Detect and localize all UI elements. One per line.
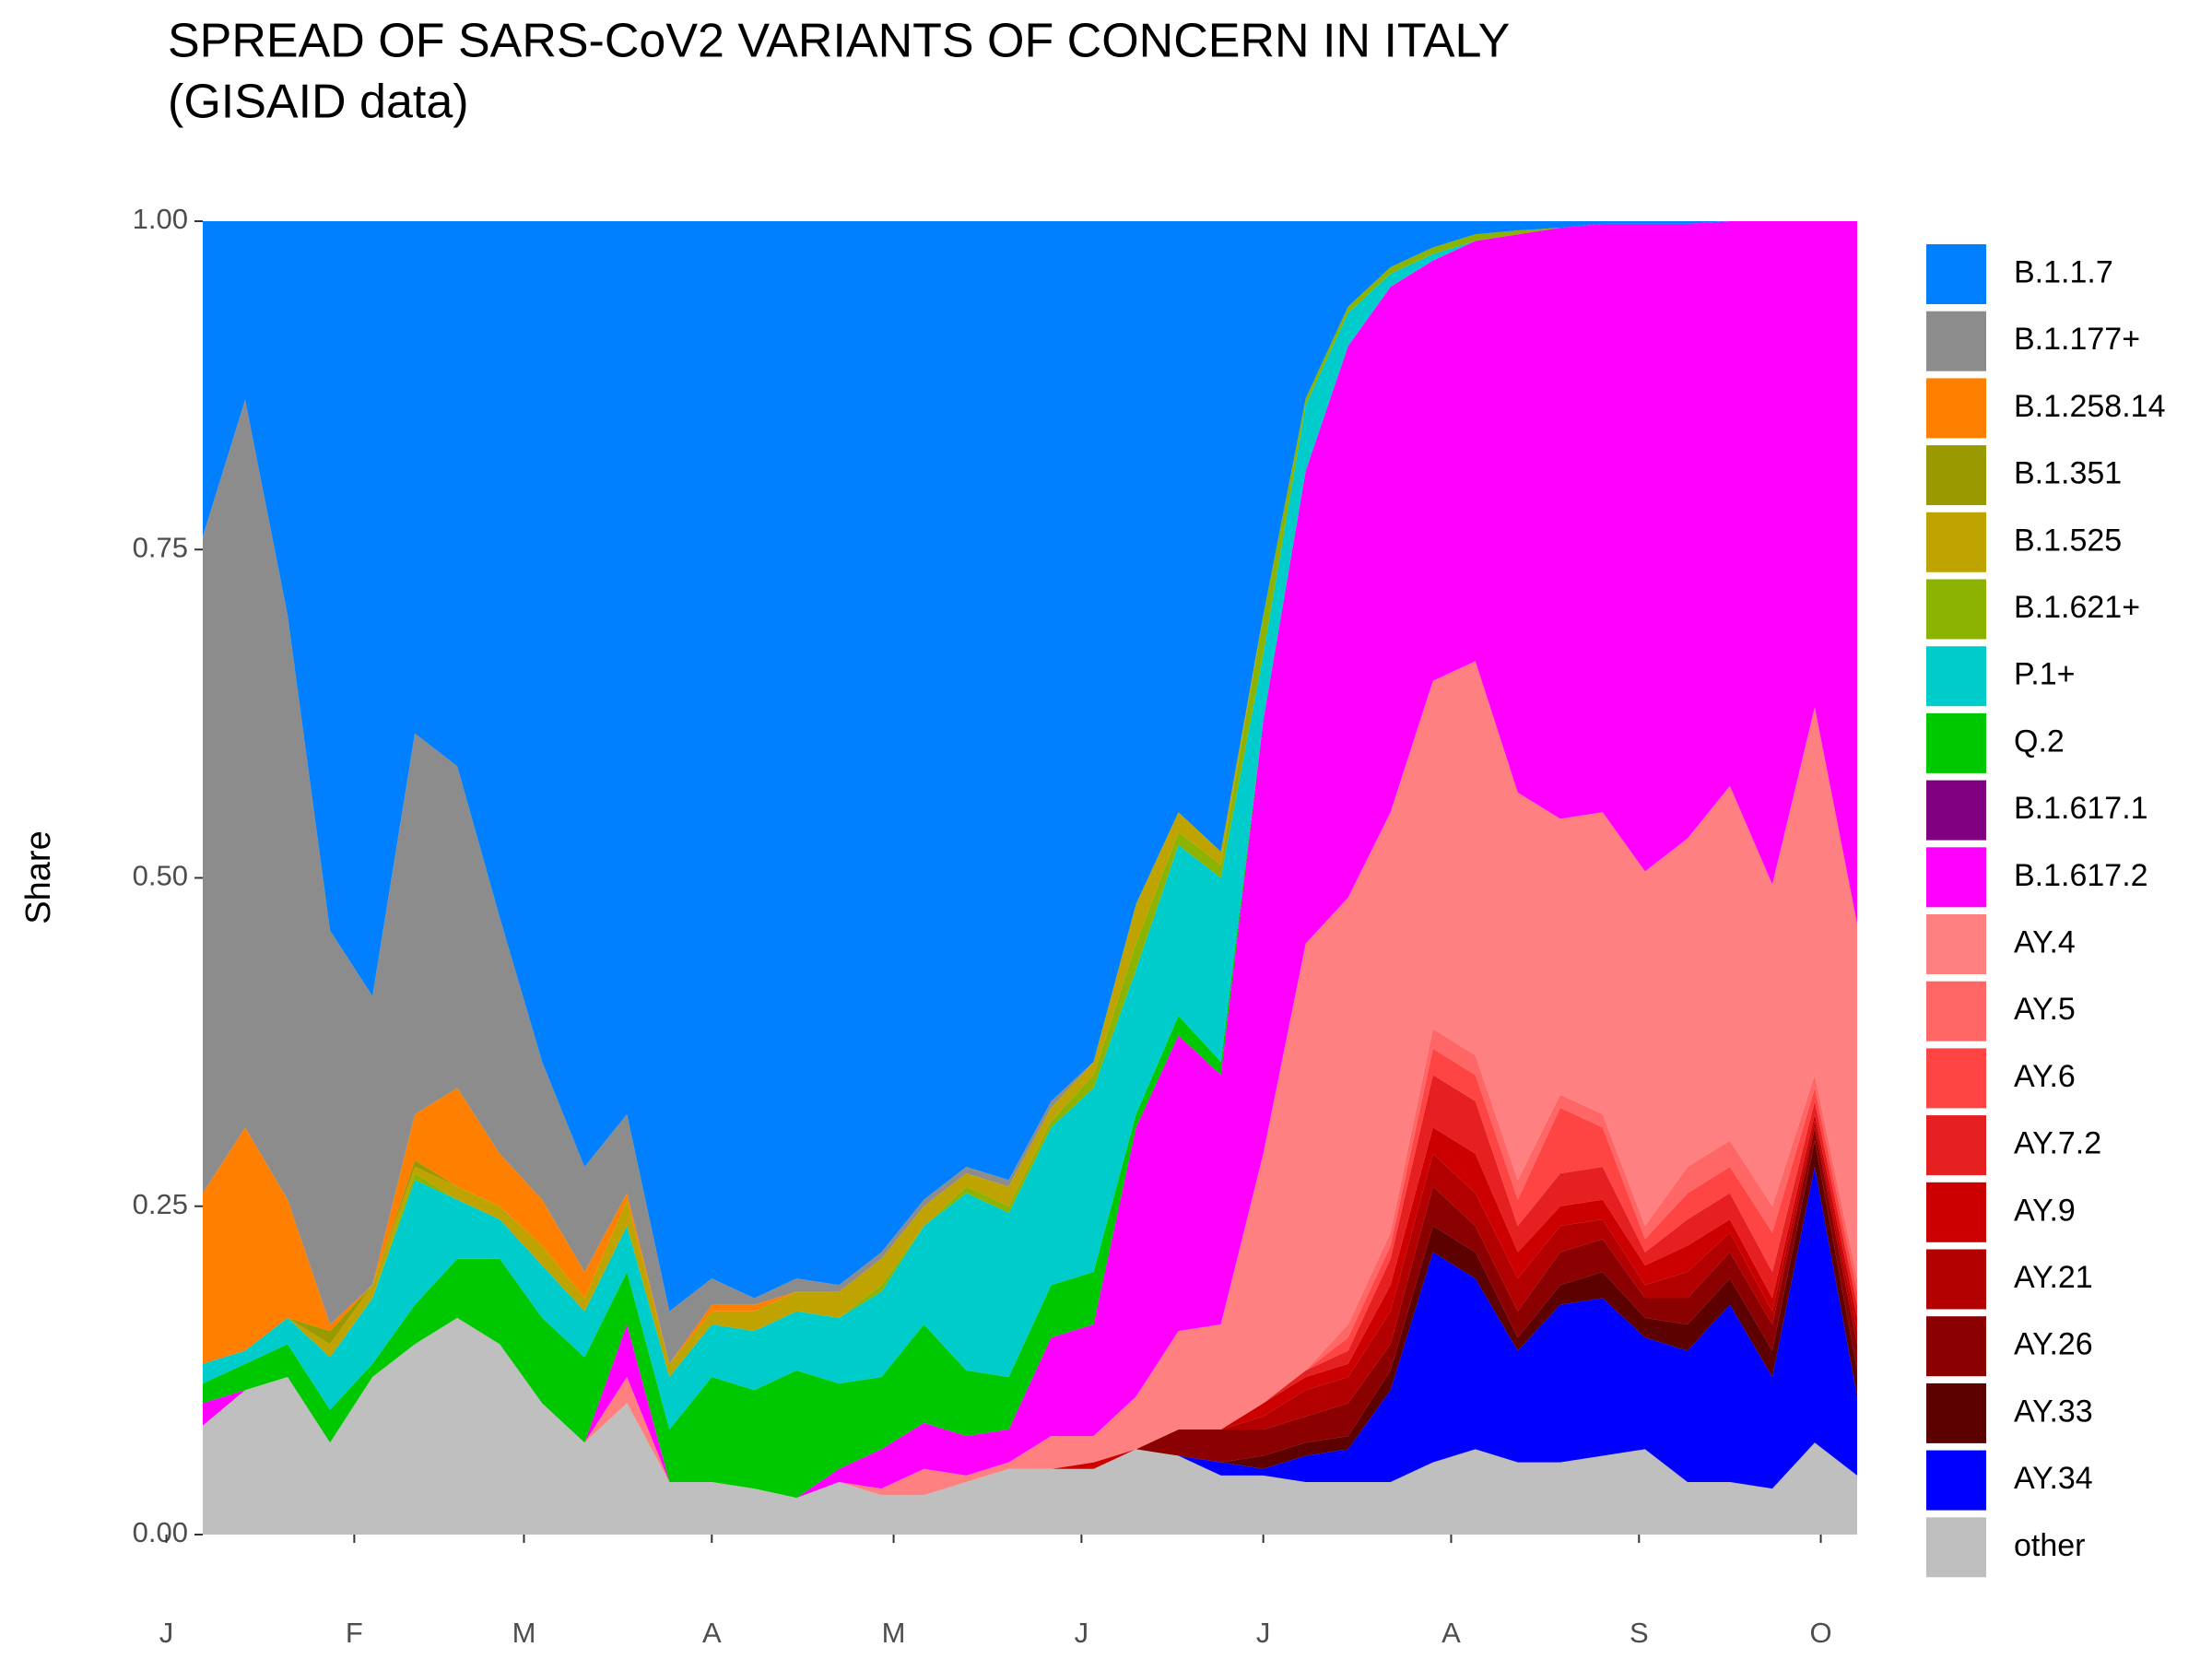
x-tick-label: F — [346, 1617, 363, 1649]
axes: 0.00 0.25 0.50 0.75 1.00 J F M A M J J A S O — [133, 203, 1832, 1649]
x-tick-label: S — [1630, 1617, 1649, 1649]
area — [203, 221, 1857, 1499]
y-tick-label: 1.00 — [133, 203, 188, 235]
area — [203, 221, 1857, 1499]
legend-key — [1926, 512, 1986, 572]
x-tick-label: M — [512, 1617, 536, 1649]
y-tick-label: 0.25 — [133, 1188, 188, 1220]
legend-label: other — [2014, 1528, 2086, 1563]
legend-label: AY.21 — [2014, 1260, 2093, 1295]
legend-key — [1926, 579, 1986, 640]
x-tick-label: A — [1441, 1617, 1461, 1649]
area — [203, 661, 1857, 1499]
legend-key — [1926, 445, 1986, 506]
legend-label: B.1.617.2 — [2014, 858, 2148, 893]
legend-key — [1926, 914, 1986, 974]
legend-label: AY.5 — [2014, 992, 2076, 1027]
legend-label: AY.4 — [2014, 924, 2076, 959]
legend-label: AY.6 — [2014, 1059, 2076, 1094]
legend-key — [1926, 1048, 1986, 1109]
x-tick-label: J — [159, 1617, 174, 1649]
legend-label: B.1.258.14 — [2014, 389, 2165, 424]
legend-label: AY.33 — [2014, 1394, 2093, 1429]
x-tick-label: M — [882, 1617, 906, 1649]
legend-label: B.1.177+ — [2014, 322, 2140, 357]
legend-key — [1926, 847, 1986, 908]
legend-label: AY.7.2 — [2014, 1126, 2101, 1161]
legend-key — [1926, 712, 1986, 773]
x-tick-label: O — [1809, 1617, 1831, 1649]
y-axis-title: Share — [19, 830, 58, 924]
legend: B.1.1.7 B.1.177+ B.1.258.14 B.1.351 B.1.525 B… — [1926, 244, 2165, 1578]
area — [203, 221, 1857, 1430]
x-tick-label: A — [702, 1617, 722, 1649]
legend-key — [1926, 1249, 1986, 1310]
area — [203, 221, 1857, 1364]
legend-key — [1926, 1382, 1986, 1443]
legend-label: AY.9 — [2014, 1193, 2076, 1228]
legend-key — [1926, 378, 1986, 439]
y-tick-label: 0.50 — [133, 860, 188, 892]
chart-subtitle: (GISAID data) — [168, 76, 469, 129]
legend-key — [1926, 1450, 1986, 1511]
legend-key — [1926, 981, 1986, 1041]
legend-label: B.1.1.7 — [2014, 254, 2113, 289]
legend-key — [1926, 780, 1986, 841]
legend-label: P.1+ — [2014, 657, 2076, 692]
legend-label: B.1.351 — [2014, 456, 2122, 491]
y-tick-label: 0.00 — [133, 1516, 188, 1548]
chart-title: SPREAD OF SARS-CoV2 VARIANTS OF CONCERN … — [168, 15, 1510, 68]
area — [203, 1317, 1857, 1535]
legend-label: B.1.525 — [2014, 523, 2122, 558]
legend-key — [1926, 646, 1986, 707]
legend-key — [1926, 1182, 1986, 1242]
legend-label: Q.2 — [2014, 724, 2065, 759]
area — [203, 221, 1857, 1312]
x-tick-label: J — [1256, 1617, 1271, 1649]
legend-label: AY.26 — [2014, 1327, 2093, 1362]
legend-key — [1926, 1517, 1986, 1578]
legend-key — [1926, 1115, 1986, 1176]
x-tick-label: J — [1075, 1617, 1089, 1649]
plot-area — [203, 221, 1857, 1535]
y-tick-label: 0.75 — [133, 531, 188, 563]
area — [203, 1167, 1857, 1499]
area — [203, 1127, 1857, 1499]
legend-label: B.1.621+ — [2014, 590, 2140, 625]
legend-key — [1926, 1316, 1986, 1377]
legend-label: B.1.617.1 — [2014, 791, 2148, 826]
legend-label: AY.34 — [2014, 1461, 2093, 1496]
legend-key — [1926, 244, 1986, 304]
legend-key — [1926, 311, 1986, 371]
